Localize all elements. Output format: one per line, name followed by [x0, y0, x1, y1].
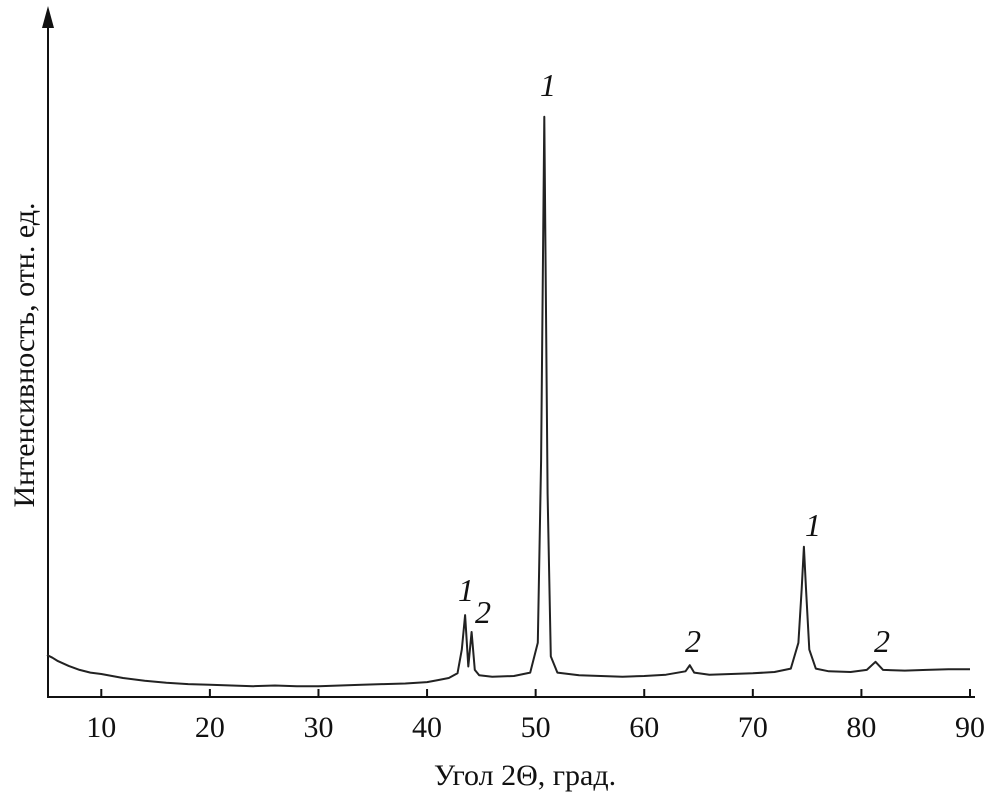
x-axis-label: Угол 2Θ, град. — [434, 759, 616, 792]
peak-label: 2 — [475, 594, 491, 630]
x-tick-label: 30 — [303, 711, 333, 744]
x-tick-label: 50 — [521, 711, 551, 744]
x-tick-label: 90 — [955, 711, 985, 744]
y-axis-label: Интенсивность, отн. ед. — [8, 202, 41, 507]
x-tick-label: 80 — [846, 711, 876, 744]
x-tick-label: 40 — [412, 711, 442, 744]
peak-label: 1 — [805, 507, 821, 543]
x-tick-label: 10 — [86, 711, 116, 744]
peak-label: 1 — [458, 572, 474, 608]
x-tick-label: 20 — [195, 711, 225, 744]
y-axis-arrow — [42, 6, 54, 28]
peak-label: 2 — [685, 623, 701, 659]
x-tick-label: 60 — [629, 711, 659, 744]
x-tick-label: 70 — [738, 711, 768, 744]
xrd-line — [46, 115, 970, 688]
peak-label: 2 — [874, 623, 890, 659]
peak-label: 1 — [540, 67, 556, 103]
